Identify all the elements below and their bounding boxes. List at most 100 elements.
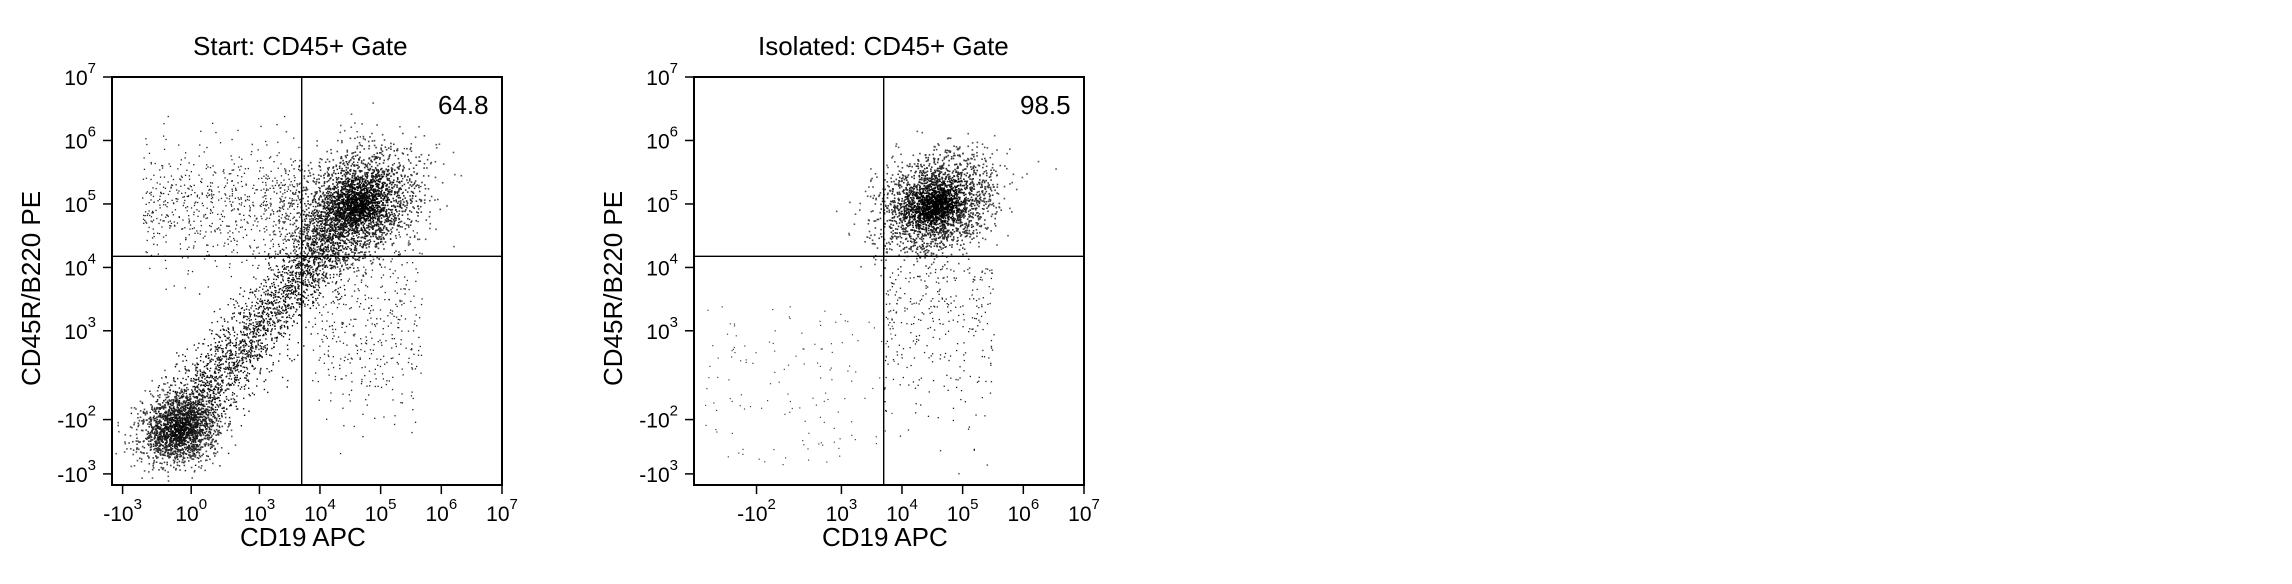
event-dot — [183, 433, 185, 436]
event-dot — [353, 207, 355, 209]
event-dot — [310, 212, 313, 214]
event-dot — [358, 176, 360, 179]
event-dot — [159, 416, 162, 418]
event-dot — [175, 431, 177, 433]
event-dot — [223, 406, 225, 409]
event-dot — [212, 408, 215, 411]
event-dot — [387, 196, 389, 199]
event-dot — [363, 195, 365, 197]
event-dot — [195, 449, 198, 451]
event-dot — [323, 235, 325, 237]
event-dot — [376, 164, 379, 167]
event-dot — [326, 200, 328, 203]
event-dot — [398, 251, 400, 253]
event-dot — [321, 277, 323, 279]
event-dot — [151, 394, 154, 397]
event-dot — [202, 411, 204, 413]
event-dot — [289, 358, 291, 360]
event-dot — [353, 186, 355, 189]
event-dot — [155, 443, 157, 445]
event-dot — [336, 199, 338, 202]
event-dot — [342, 235, 345, 237]
event-dot — [339, 131, 342, 134]
event-dot — [350, 203, 352, 205]
event-dot — [203, 410, 206, 413]
event-dot — [342, 199, 345, 202]
event-dot — [339, 226, 341, 228]
event-dot — [193, 443, 195, 446]
event-dot — [158, 415, 160, 417]
event-dot — [308, 211, 310, 214]
event-dot — [397, 190, 400, 193]
event-dot — [374, 243, 377, 246]
event-dot — [417, 238, 419, 241]
event-dot — [368, 194, 371, 196]
event-dot — [152, 409, 154, 411]
event-dot — [400, 220, 403, 223]
event-dot — [166, 441, 168, 444]
event-dot — [353, 211, 355, 213]
event-dot — [316, 224, 318, 227]
event-dot — [339, 236, 341, 238]
event-dot — [166, 393, 168, 396]
event-dot — [423, 162, 426, 165]
event-dot — [162, 390, 165, 392]
event-dot — [177, 440, 179, 443]
event-dot — [185, 400, 188, 402]
event-dot — [191, 417, 193, 419]
event-dot — [142, 418, 145, 421]
event-dot — [354, 200, 356, 202]
event-dot — [203, 425, 206, 427]
event-dot — [240, 425, 243, 427]
event-dot — [297, 265, 300, 267]
event-dot — [238, 379, 240, 381]
event-dot — [361, 257, 364, 260]
event-dot — [336, 211, 339, 213]
event-dot — [346, 267, 348, 269]
event-dot — [389, 213, 392, 216]
event-dot — [353, 200, 355, 203]
event-dot — [200, 391, 203, 394]
event-dot — [183, 460, 186, 463]
event-dot — [170, 433, 172, 435]
event-dot — [372, 258, 375, 261]
event-dot — [350, 190, 352, 193]
event-dot — [185, 397, 187, 399]
event-dot — [162, 418, 165, 420]
event-dot — [337, 210, 340, 212]
event-dot — [349, 170, 352, 172]
event-dot — [391, 227, 394, 229]
event-dot — [189, 430, 192, 433]
event-dot — [324, 198, 327, 201]
event-dot — [303, 218, 306, 221]
event-dot — [328, 238, 330, 240]
event-dot — [397, 202, 399, 205]
event-dot — [152, 396, 155, 398]
event-dot — [175, 424, 178, 426]
event-dot — [250, 291, 252, 294]
event-dot — [357, 231, 360, 234]
event-dot — [154, 440, 156, 443]
event-dot — [414, 136, 417, 138]
event-dot — [424, 238, 427, 241]
event-dot — [214, 431, 217, 433]
event-dot — [185, 401, 187, 404]
event-dot — [295, 235, 298, 237]
event-dot — [312, 214, 315, 217]
event-dot — [174, 396, 176, 399]
event-dot — [204, 420, 206, 423]
event-dot — [200, 467, 202, 469]
event-dot — [181, 461, 183, 464]
event-dot — [308, 281, 310, 283]
event-dot — [210, 374, 212, 377]
event-dot — [198, 444, 201, 446]
event-dot — [381, 195, 384, 197]
event-dot — [396, 180, 398, 183]
event-dot — [410, 146, 412, 149]
event-dot — [339, 225, 342, 227]
event-dot — [383, 159, 385, 162]
event-dot — [409, 236, 412, 239]
event-dot — [175, 425, 178, 427]
event-dot — [184, 443, 186, 445]
event-dot — [170, 428, 172, 431]
